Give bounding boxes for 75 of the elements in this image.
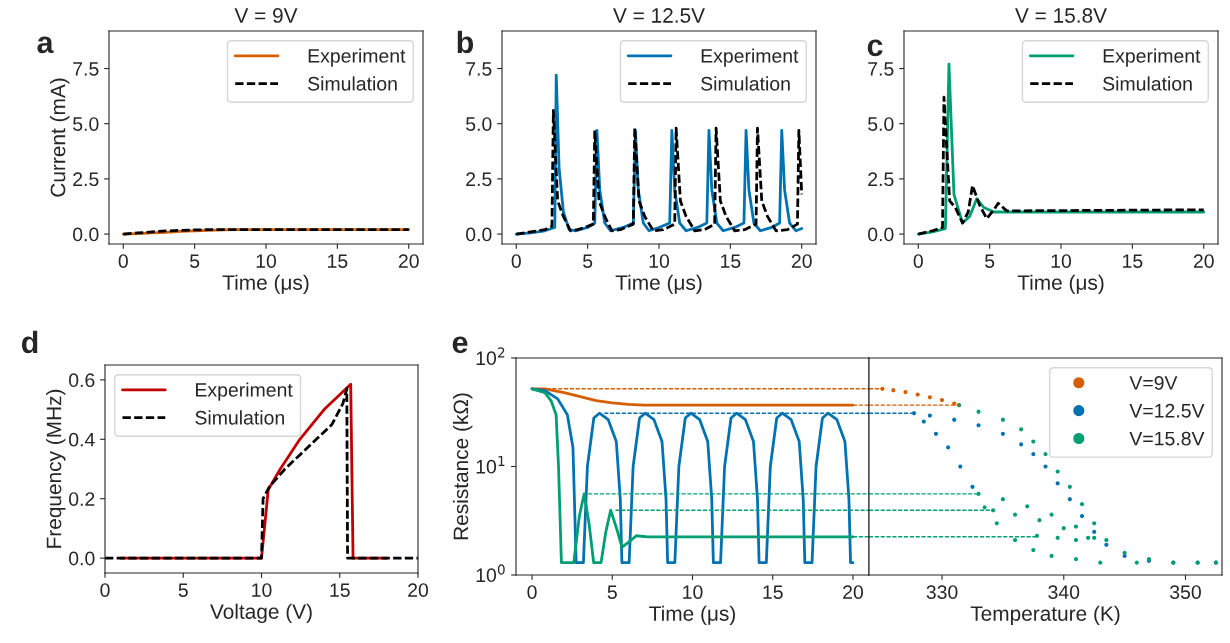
chart-title: V = 15.8V <box>1015 8 1107 23</box>
y-tick-label: 5.0 <box>868 117 894 131</box>
text: d <box>21 330 38 354</box>
x-tick-label: 0 <box>527 585 537 599</box>
x-tick-label: 20 <box>408 583 429 597</box>
x-tick-label: 10 <box>683 585 703 599</box>
legend-label: Simulation <box>308 76 397 91</box>
y-axis-title: Current (mA) <box>50 78 70 197</box>
y-tick-label: 2.5 <box>73 172 99 187</box>
x-tick-label: 15 <box>328 254 348 268</box>
x-tick-label: 10 <box>252 583 272 597</box>
x-tick-label: 0 <box>511 254 521 268</box>
legend-label: Experiment <box>1103 48 1201 67</box>
legend-label: V=9V <box>1129 376 1178 390</box>
x-tick-label: 20 <box>398 254 419 268</box>
text: e <box>452 336 468 354</box>
x-tick-label: 350 <box>1170 585 1201 599</box>
y-tick-label: 10$^{2}$ <box>476 347 505 366</box>
x-tick-label: 0 <box>913 254 923 268</box>
y-tick-label: 7.5 <box>73 62 99 76</box>
y-tick-label: 5.0 <box>466 117 492 131</box>
x-tick-label: 5 <box>583 254 593 268</box>
x-tick-label: 10 <box>1051 254 1072 268</box>
x-axis-title: Time (μs) <box>649 605 736 626</box>
x-axis-title: Time (μs) <box>222 274 309 295</box>
legend-label: Simulation <box>701 76 790 91</box>
y-tick-label: 0.0 <box>868 227 894 242</box>
y-tick-label: 2.5 <box>868 172 894 187</box>
legend-label: Experiment <box>196 382 293 401</box>
y-axis-title: Resistance (kΩ) <box>452 393 473 540</box>
legend-label: Simulation <box>195 410 284 425</box>
x-axis-title: Voltage (V) <box>210 603 312 624</box>
y-tick-label: 10$^{0}$ <box>476 564 505 583</box>
y-tick-label: 0.0 <box>466 227 492 242</box>
x-tick-label: 10 <box>256 254 277 268</box>
y-tick-label: 7.5 <box>466 62 492 76</box>
x-tick-label: 5 <box>985 254 995 268</box>
x-tick-label: 5 <box>607 585 617 599</box>
chart-title: V = 9V <box>234 8 298 23</box>
x-axis-title: Time (μs) <box>615 274 702 295</box>
x-tick-label: 0 <box>100 583 110 597</box>
x-axis-title: Time (μs) <box>1017 274 1104 295</box>
y-tick-label: 7.5 <box>868 62 894 76</box>
y-tick-label: 0.0 <box>73 227 99 242</box>
legend-label: Experiment <box>701 48 799 67</box>
x-tick-label: 15 <box>1123 254 1143 268</box>
x-tick-label: 10 <box>649 254 670 268</box>
x-tick-label: 5 <box>178 583 188 597</box>
x-axis-title: Temperature (K) <box>970 605 1120 626</box>
y-tick-label: 5.0 <box>73 117 99 131</box>
y-tick-label: 10$^{1}$ <box>476 456 505 474</box>
x-tick-label: 0 <box>118 254 128 268</box>
y-tick-label: 2.5 <box>466 172 492 187</box>
text: a <box>37 36 54 54</box>
x-tick-label: 5 <box>190 254 200 268</box>
x-tick-label: 15 <box>330 583 350 597</box>
y-tick-label: 0.6 <box>69 373 95 388</box>
x-tick-label: 20 <box>843 585 864 599</box>
x-tick-label: 20 <box>791 254 812 268</box>
x-tick-label: 15 <box>721 254 741 268</box>
x-tick-label: 20 <box>1193 254 1214 268</box>
legend-label: V=15.8V <box>1129 431 1205 446</box>
legend-label: Simulation <box>1103 76 1192 91</box>
legend-label: V=12.5V <box>1129 403 1205 418</box>
y-tick-label: 0.4 <box>69 432 95 447</box>
legend-label: Experiment <box>308 48 406 67</box>
text: c <box>867 39 883 57</box>
y-tick-label: 0.2 <box>69 492 95 506</box>
x-tick-label: 15 <box>763 585 783 599</box>
y-axis-title: Frequency (MHz) <box>46 389 66 548</box>
x-tick-label: 340 <box>1048 585 1080 599</box>
text: b <box>457 30 474 54</box>
x-tick-label: 330 <box>926 585 958 599</box>
chart-title: V = 12.5V <box>613 8 705 23</box>
y-tick-label: 0.0 <box>69 551 95 566</box>
